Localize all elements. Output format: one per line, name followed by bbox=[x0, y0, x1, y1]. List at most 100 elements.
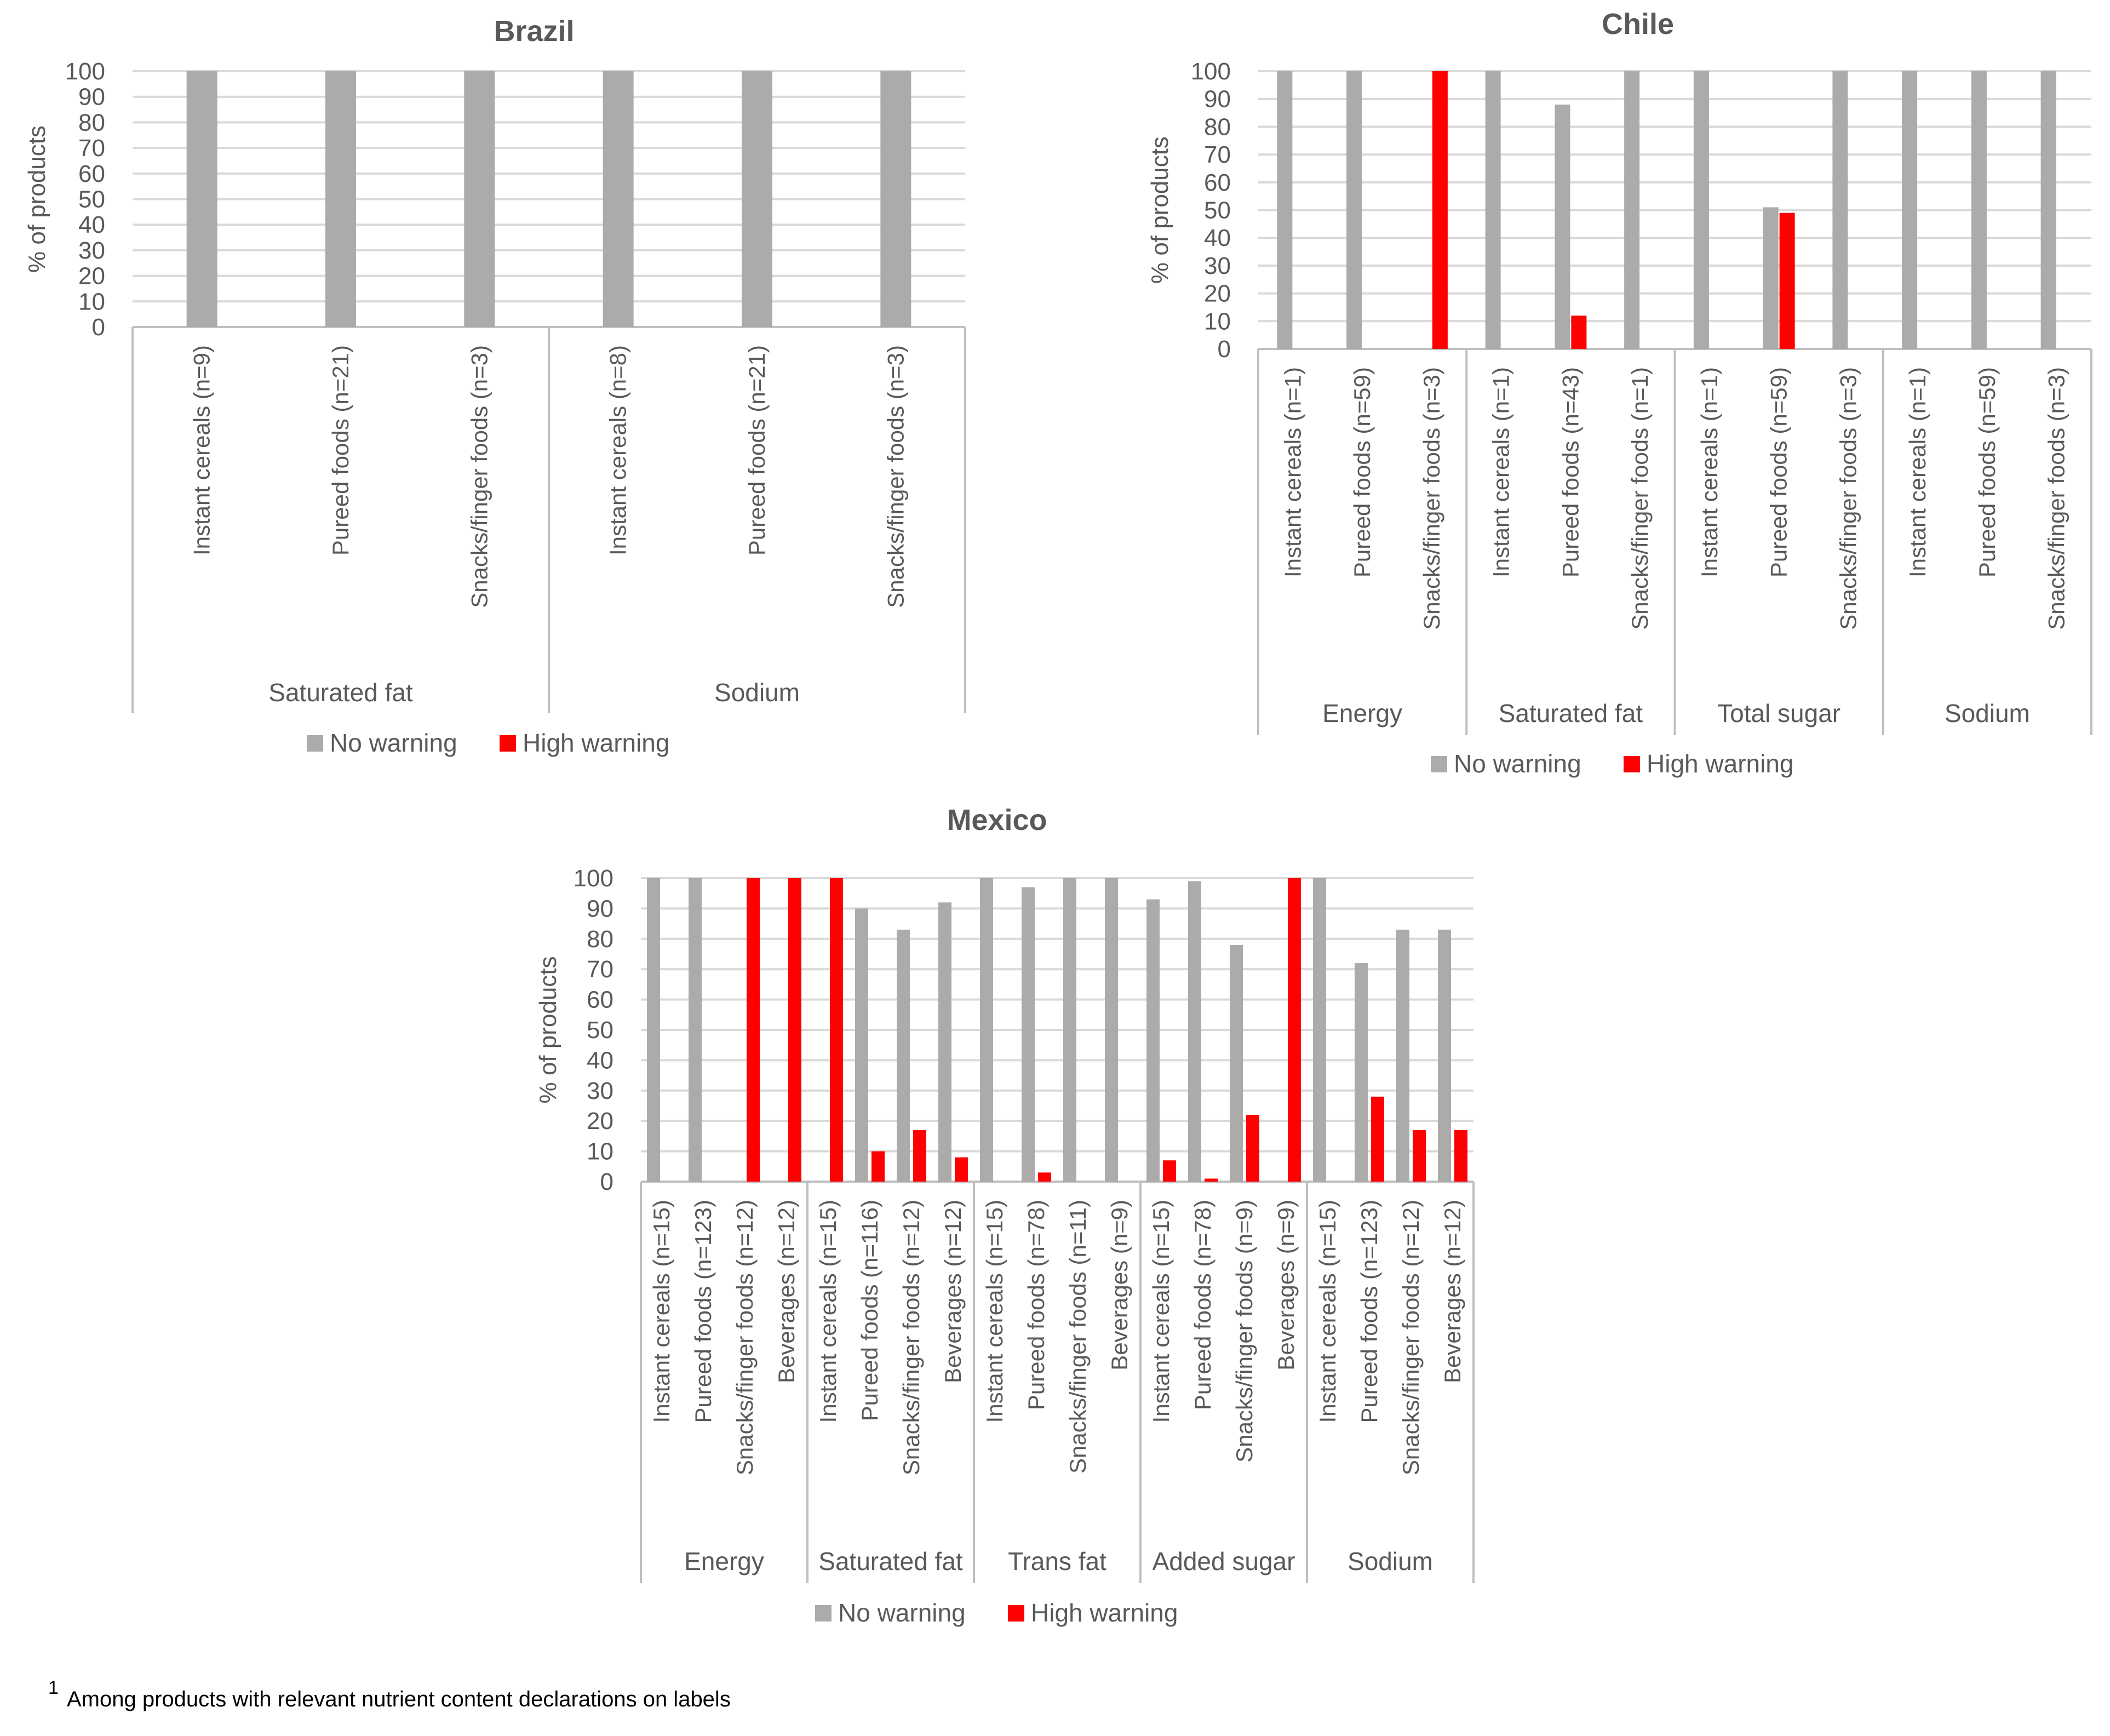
legend-label-no-warning: No warning bbox=[330, 729, 457, 757]
y-tick-label: 40 bbox=[78, 211, 105, 238]
bar-no-warning bbox=[742, 71, 772, 327]
category-label: Pureed foods (n=59) bbox=[1974, 367, 2000, 577]
category-label: Instant cereals (n=1) bbox=[1280, 367, 1305, 577]
y-tick-label: 30 bbox=[1204, 253, 1231, 279]
bar-high-warning bbox=[955, 1157, 968, 1182]
category-label: Snacks/finger foods (n=12) bbox=[898, 1200, 924, 1475]
y-tick-label: 50 bbox=[587, 1017, 613, 1044]
bar-high-warning bbox=[1163, 1160, 1176, 1182]
bar-no-warning bbox=[1902, 71, 1918, 349]
legend-label-high-warning: High warning bbox=[523, 729, 669, 757]
y-axis-label: % of products bbox=[24, 125, 50, 273]
y-tick-label: 80 bbox=[78, 109, 105, 136]
bar-no-warning bbox=[938, 902, 951, 1182]
bar-no-warning bbox=[880, 71, 911, 327]
bar-no-warning bbox=[1346, 71, 1362, 349]
y-tick-label: 0 bbox=[600, 1168, 613, 1195]
y-tick-label: 80 bbox=[587, 926, 613, 953]
chart-mexico: Mexico 0 10 20 30 40 50 60 70 80 90 100 % of product… bbox=[535, 804, 1475, 1627]
y-axis-label: % of products bbox=[1146, 136, 1173, 284]
bar-no-warning bbox=[1355, 963, 1368, 1182]
bar-no-warning bbox=[1277, 71, 1293, 349]
y-tick-label: 70 bbox=[78, 135, 105, 162]
group-label: Trans fat bbox=[1008, 1547, 1106, 1575]
legend-swatch-no-warning bbox=[815, 1605, 832, 1622]
category-label: Instant cereals (n=15) bbox=[815, 1200, 841, 1423]
bar-no-warning bbox=[186, 71, 217, 327]
category-label: Instant cereals (n=9) bbox=[189, 345, 215, 555]
category-label: Pureed foods (n=21) bbox=[744, 345, 770, 555]
category-label: Pureed foods (n=21) bbox=[328, 345, 353, 555]
bar-no-warning bbox=[1022, 887, 1035, 1182]
bar-high-warning bbox=[747, 878, 760, 1182]
legend-label-no-warning: No warning bbox=[838, 1599, 966, 1627]
bar-high-warning bbox=[788, 878, 801, 1182]
y-tick-label: 90 bbox=[78, 84, 105, 111]
legend-swatch-high-warning bbox=[1624, 756, 1640, 772]
category-label: Instant cereals (n=15) bbox=[1315, 1200, 1340, 1423]
chart-title: Brazil bbox=[494, 15, 574, 48]
bar-high-warning bbox=[871, 1151, 885, 1182]
bar-no-warning bbox=[1485, 71, 1501, 349]
category-label: Beverages (n=9) bbox=[1273, 1200, 1299, 1371]
y-tick-label: 70 bbox=[587, 956, 613, 983]
category-label: Instant cereals (n=15) bbox=[649, 1200, 674, 1423]
legend-label-high-warning: High warning bbox=[1647, 749, 1793, 778]
category-label: Snacks/finger foods (n=1) bbox=[1627, 367, 1653, 630]
y-tick-label: 60 bbox=[587, 987, 613, 1013]
legend-swatch-high-warning bbox=[500, 735, 516, 752]
chart-title: Mexico bbox=[947, 804, 1047, 837]
y-tick-label: 0 bbox=[1218, 336, 1231, 363]
y-tick-label: 100 bbox=[574, 865, 613, 892]
bar-no-warning bbox=[2040, 71, 2056, 349]
category-label: Snacks/finger foods (n=3) bbox=[466, 345, 492, 608]
legend-label-no-warning: No warning bbox=[1454, 749, 1581, 778]
chart-title: Chile bbox=[1602, 8, 1674, 41]
group-label: Sodium bbox=[714, 678, 800, 707]
category-label: Snacks/finger foods (n=3) bbox=[882, 345, 908, 608]
y-tick-label: 90 bbox=[1204, 86, 1231, 113]
category-label: Pureed foods (n=123) bbox=[1356, 1200, 1382, 1423]
legend-swatch-high-warning bbox=[1008, 1605, 1024, 1622]
bar-no-warning bbox=[1438, 930, 1451, 1182]
y-tick-label: 30 bbox=[587, 1078, 613, 1104]
y-tick-label: 60 bbox=[78, 161, 105, 187]
category-label: Pureed foods (n=59) bbox=[1766, 367, 1792, 577]
y-tick-label: 80 bbox=[1204, 113, 1231, 140]
footnote-marker: 1 bbox=[48, 1677, 59, 1698]
bar-no-warning bbox=[855, 908, 868, 1182]
category-label: Snacks/finger foods (n=3) bbox=[2044, 367, 2069, 630]
category-label: Snacks/finger foods (n=12) bbox=[1398, 1200, 1424, 1475]
bar-high-warning bbox=[1371, 1096, 1384, 1182]
y-tick-label: 100 bbox=[1191, 58, 1231, 85]
category-label: Instant cereals (n=15) bbox=[982, 1200, 1007, 1423]
group-label: Sodium bbox=[1945, 699, 2030, 727]
group-label: Saturated fat bbox=[268, 678, 413, 707]
group-label: Energy bbox=[684, 1547, 764, 1575]
category-label: Snacks/finger foods (n=12) bbox=[732, 1200, 758, 1475]
bar-no-warning bbox=[1188, 881, 1201, 1182]
category-label: Beverages (n=12) bbox=[773, 1200, 799, 1383]
group-label: Energy bbox=[1322, 699, 1402, 727]
bar-no-warning bbox=[897, 930, 910, 1182]
category-label: Instant cereals (n=15) bbox=[1148, 1200, 1174, 1423]
bar-no-warning bbox=[1063, 878, 1076, 1182]
y-tick-label: 60 bbox=[1204, 169, 1231, 196]
legend-label-high-warning: High warning bbox=[1031, 1599, 1178, 1627]
category-label: Snacks/finger foods (n=3) bbox=[1835, 367, 1861, 630]
category-label: Pureed foods (n=78) bbox=[1190, 1200, 1215, 1410]
group-label: Added sugar bbox=[1153, 1547, 1295, 1575]
bar-no-warning bbox=[1396, 930, 1409, 1182]
bar-high-warning bbox=[1246, 1115, 1259, 1182]
bar-high-warning bbox=[1038, 1172, 1051, 1182]
bar-no-warning bbox=[1832, 71, 1848, 349]
bar-high-warning bbox=[830, 878, 843, 1182]
legend-swatch-no-warning bbox=[1431, 756, 1447, 772]
bar-no-warning bbox=[464, 71, 495, 327]
bar-no-warning bbox=[325, 71, 356, 327]
bar-no-warning bbox=[1693, 71, 1709, 349]
category-label: Snacks/finger foods (n=11) bbox=[1065, 1200, 1091, 1474]
bar-high-warning bbox=[1571, 316, 1587, 349]
